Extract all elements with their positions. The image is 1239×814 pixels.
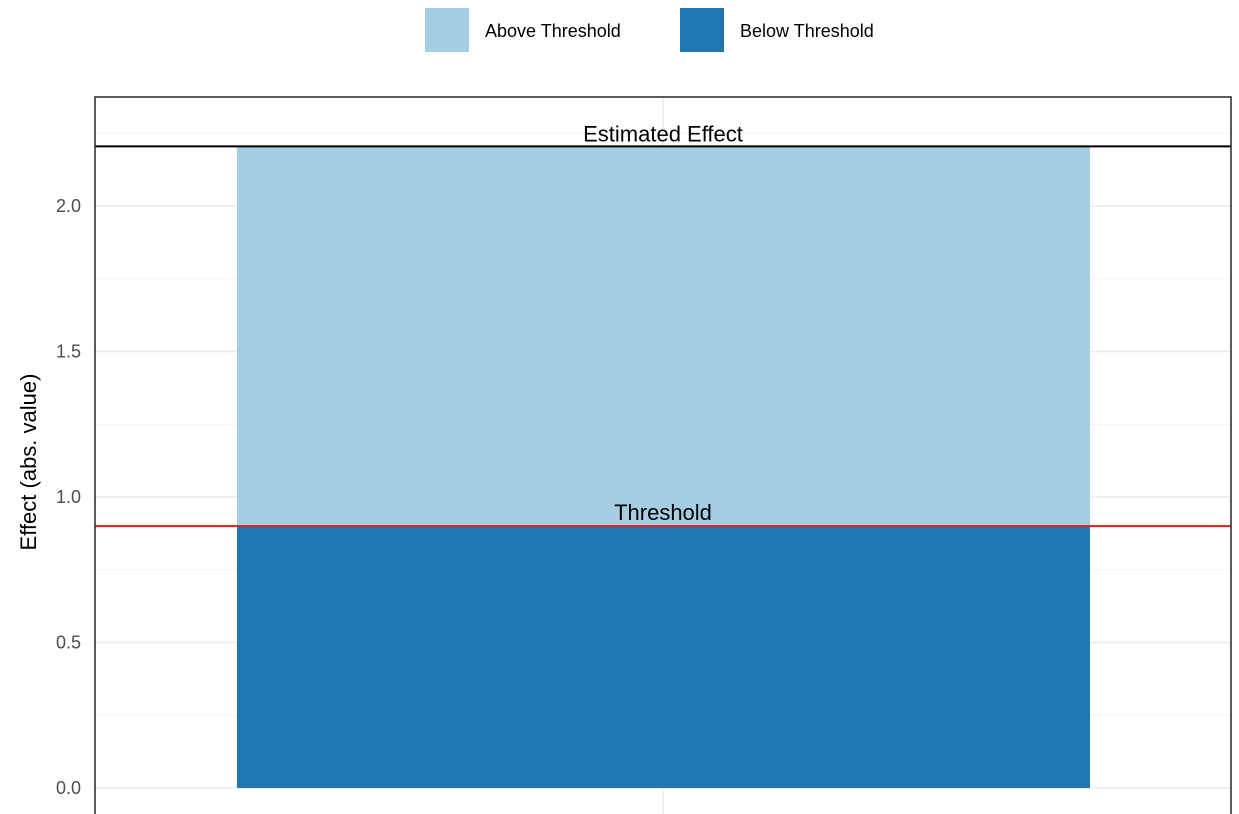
annotation-threshold: Threshold — [614, 500, 712, 525]
y-tick-label: 1.0 — [56, 487, 81, 507]
y-axis-ticks: 0.0 0.5 1.0 1.5 2.0 — [56, 196, 81, 798]
reference-lines — [95, 145, 1231, 528]
bar-below-threshold — [237, 526, 1090, 788]
bars — [237, 146, 1090, 788]
y-tick-label: 2.0 — [56, 196, 81, 216]
y-tick-label: 0.0 — [56, 778, 81, 798]
legend-swatch-below — [680, 8, 724, 52]
legend: Above Threshold Below Threshold — [425, 8, 874, 52]
y-tick-label: 0.5 — [56, 633, 81, 653]
bar-above-threshold — [237, 146, 1090, 527]
legend-label-below: Below Threshold — [740, 21, 874, 41]
legend-swatch-above — [425, 8, 469, 52]
panel-border — [94, 96, 1232, 814]
legend-label-above: Above Threshold — [485, 21, 621, 41]
y-axis-title: Effect (abs. value) — [16, 374, 41, 551]
y-tick-label: 1.5 — [56, 342, 81, 362]
annotation-estimated-effect: Estimated Effect — [583, 121, 743, 146]
